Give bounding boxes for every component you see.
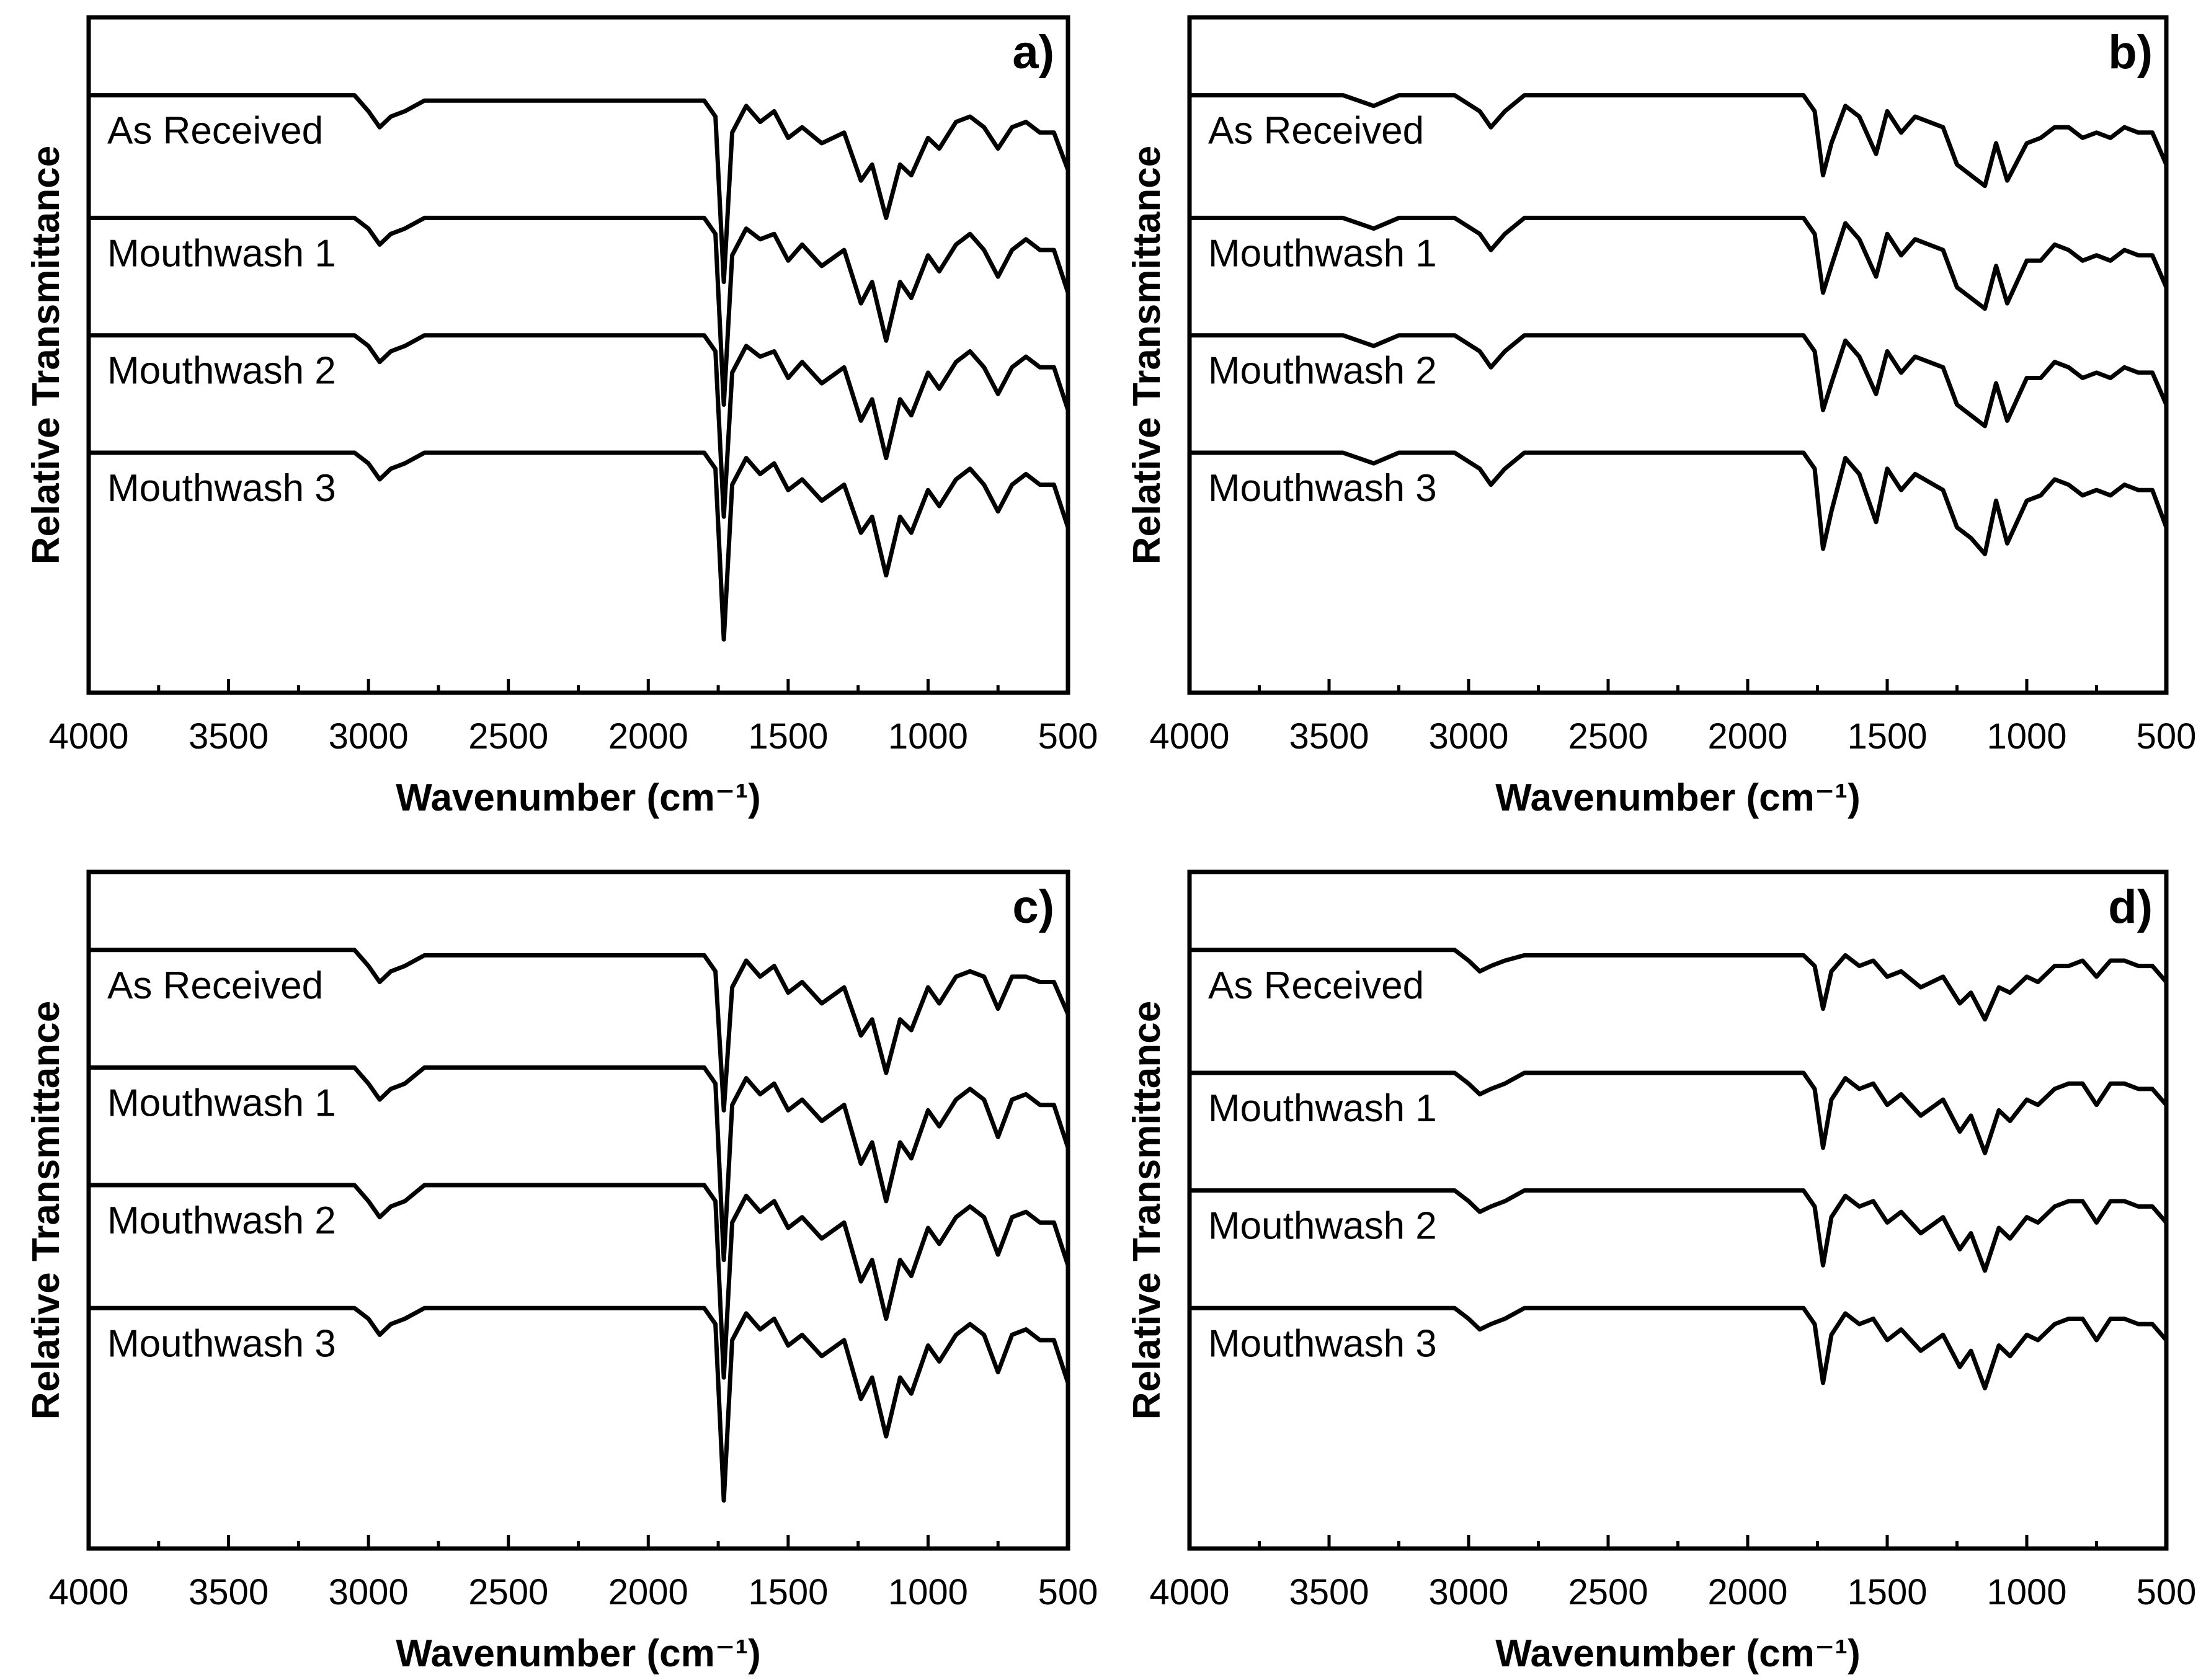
series-label: Mouthwash 1 bbox=[107, 232, 336, 275]
x-tick-label: 500 bbox=[1038, 1572, 1098, 1612]
spectrum-line bbox=[86, 1305, 1070, 1503]
spectrum-line bbox=[1187, 1188, 2169, 1273]
spectrum-line bbox=[1187, 1070, 2169, 1155]
series-label: As Received bbox=[1208, 110, 1424, 153]
x-tick-label: 500 bbox=[2137, 716, 2197, 757]
x-tick-label: 1000 bbox=[1986, 716, 2066, 757]
x-axis-title: Wavenumber (cm⁻¹) bbox=[396, 776, 761, 819]
x-tick-label: 1000 bbox=[888, 716, 968, 757]
x-tick-label: 3500 bbox=[189, 716, 269, 757]
series-label: Mouthwash 2 bbox=[1208, 350, 1437, 393]
panel-label: d) bbox=[2108, 881, 2153, 933]
x-tick-label: 3000 bbox=[1428, 716, 1508, 757]
x-tick-label: 1500 bbox=[1847, 1572, 1927, 1612]
chart-panel: 4000 3500 3000 2500 2000 1500 1000 500 Wavenumbe… bbox=[1126, 15, 2197, 819]
spectrum-line bbox=[86, 1183, 1070, 1380]
spectrum-line bbox=[1187, 948, 2169, 1022]
spectrum-line bbox=[1187, 93, 2169, 189]
spectrum-line bbox=[86, 450, 1070, 642]
spectrum-line bbox=[86, 333, 1070, 519]
spectrum-line bbox=[86, 93, 1070, 285]
spectrum-line bbox=[1187, 450, 2169, 556]
series-label: Mouthwash 1 bbox=[107, 1082, 336, 1124]
x-tick-label: 500 bbox=[1038, 716, 1098, 757]
x-tick-label: 1000 bbox=[888, 1572, 968, 1612]
y-axis-title: Relative Transmittance bbox=[1126, 1001, 1168, 1420]
x-tick-label: 3000 bbox=[329, 1572, 409, 1612]
x-axis-title: Wavenumber (cm⁻¹) bbox=[1495, 1632, 1861, 1675]
x-tick-label: 1000 bbox=[1986, 1572, 2066, 1612]
x-tick-label: 3500 bbox=[1289, 716, 1369, 757]
series-label: Mouthwash 2 bbox=[107, 1199, 336, 1242]
y-axis-title: Relative Transmittance bbox=[25, 1001, 68, 1420]
x-tick-label: 3000 bbox=[329, 716, 409, 757]
x-tick-label: 2500 bbox=[468, 716, 548, 757]
series-label: Mouthwash 1 bbox=[1208, 1087, 1437, 1130]
spectrum-line bbox=[1187, 1305, 2169, 1390]
chart-panel: 4000 3500 3000 2500 2000 1500 1000 500 Wavenumbe… bbox=[25, 869, 1098, 1675]
x-tick-label: 2500 bbox=[1568, 716, 1648, 757]
series-label: As Received bbox=[1208, 964, 1424, 1007]
spectrum-line bbox=[86, 948, 1070, 1113]
x-tick-label: 2000 bbox=[1707, 1572, 1787, 1612]
x-tick-label: 2000 bbox=[608, 716, 688, 757]
x-tick-label: 2500 bbox=[468, 1572, 548, 1612]
spectrum-line bbox=[86, 215, 1070, 407]
y-axis-title: Relative Transmittance bbox=[1126, 146, 1168, 564]
chart-panel: 4000 3500 3000 2500 2000 1500 1000 500 Wavenumbe… bbox=[25, 15, 1098, 819]
x-tick-label: 2000 bbox=[608, 1572, 688, 1612]
x-axis-title: Wavenumber (cm⁻¹) bbox=[1495, 776, 1861, 819]
series-label: Mouthwash 3 bbox=[107, 467, 336, 510]
x-tick-label: 3000 bbox=[1428, 1572, 1508, 1612]
spectrum-line bbox=[86, 1065, 1070, 1263]
series-label: As Received bbox=[107, 964, 323, 1007]
chart-panel: 4000 3500 3000 2500 2000 1500 1000 500 Wavenumbe… bbox=[1126, 869, 2197, 1675]
x-tick-label: 4000 bbox=[48, 716, 128, 757]
y-axis-title: Relative Transmittance bbox=[25, 146, 68, 564]
series-label: Mouthwash 2 bbox=[1208, 1205, 1437, 1248]
spectrum-line bbox=[1187, 333, 2169, 429]
series-label: Mouthwash 3 bbox=[107, 1322, 336, 1365]
x-tick-label: 4000 bbox=[1149, 716, 1229, 757]
series-label: Mouthwash 1 bbox=[1208, 232, 1437, 275]
x-tick-label: 3500 bbox=[189, 1572, 269, 1612]
x-tick-label: 500 bbox=[2137, 1572, 2197, 1612]
x-axis-title: Wavenumber (cm⁻¹) bbox=[396, 1632, 761, 1675]
x-tick-label: 2000 bbox=[1707, 716, 1787, 757]
x-tick-label: 4000 bbox=[1149, 1572, 1229, 1612]
x-tick-label: 4000 bbox=[48, 1572, 128, 1612]
x-tick-label: 1500 bbox=[748, 1572, 828, 1612]
panel-label: c) bbox=[1012, 881, 1054, 933]
panel-label: a) bbox=[1012, 26, 1054, 79]
spectrum-line bbox=[1187, 215, 2169, 311]
series-label: Mouthwash 2 bbox=[107, 350, 336, 393]
x-tick-label: 2500 bbox=[1568, 1572, 1648, 1612]
series-label: As Received bbox=[107, 110, 323, 153]
x-tick-label: 3500 bbox=[1289, 1572, 1369, 1612]
x-tick-label: 1500 bbox=[748, 716, 828, 757]
series-label: Mouthwash 3 bbox=[1208, 467, 1437, 510]
series-label: Mouthwash 3 bbox=[1208, 1322, 1437, 1365]
panel-label: b) bbox=[2108, 26, 2153, 79]
x-tick-label: 1500 bbox=[1847, 716, 1927, 757]
